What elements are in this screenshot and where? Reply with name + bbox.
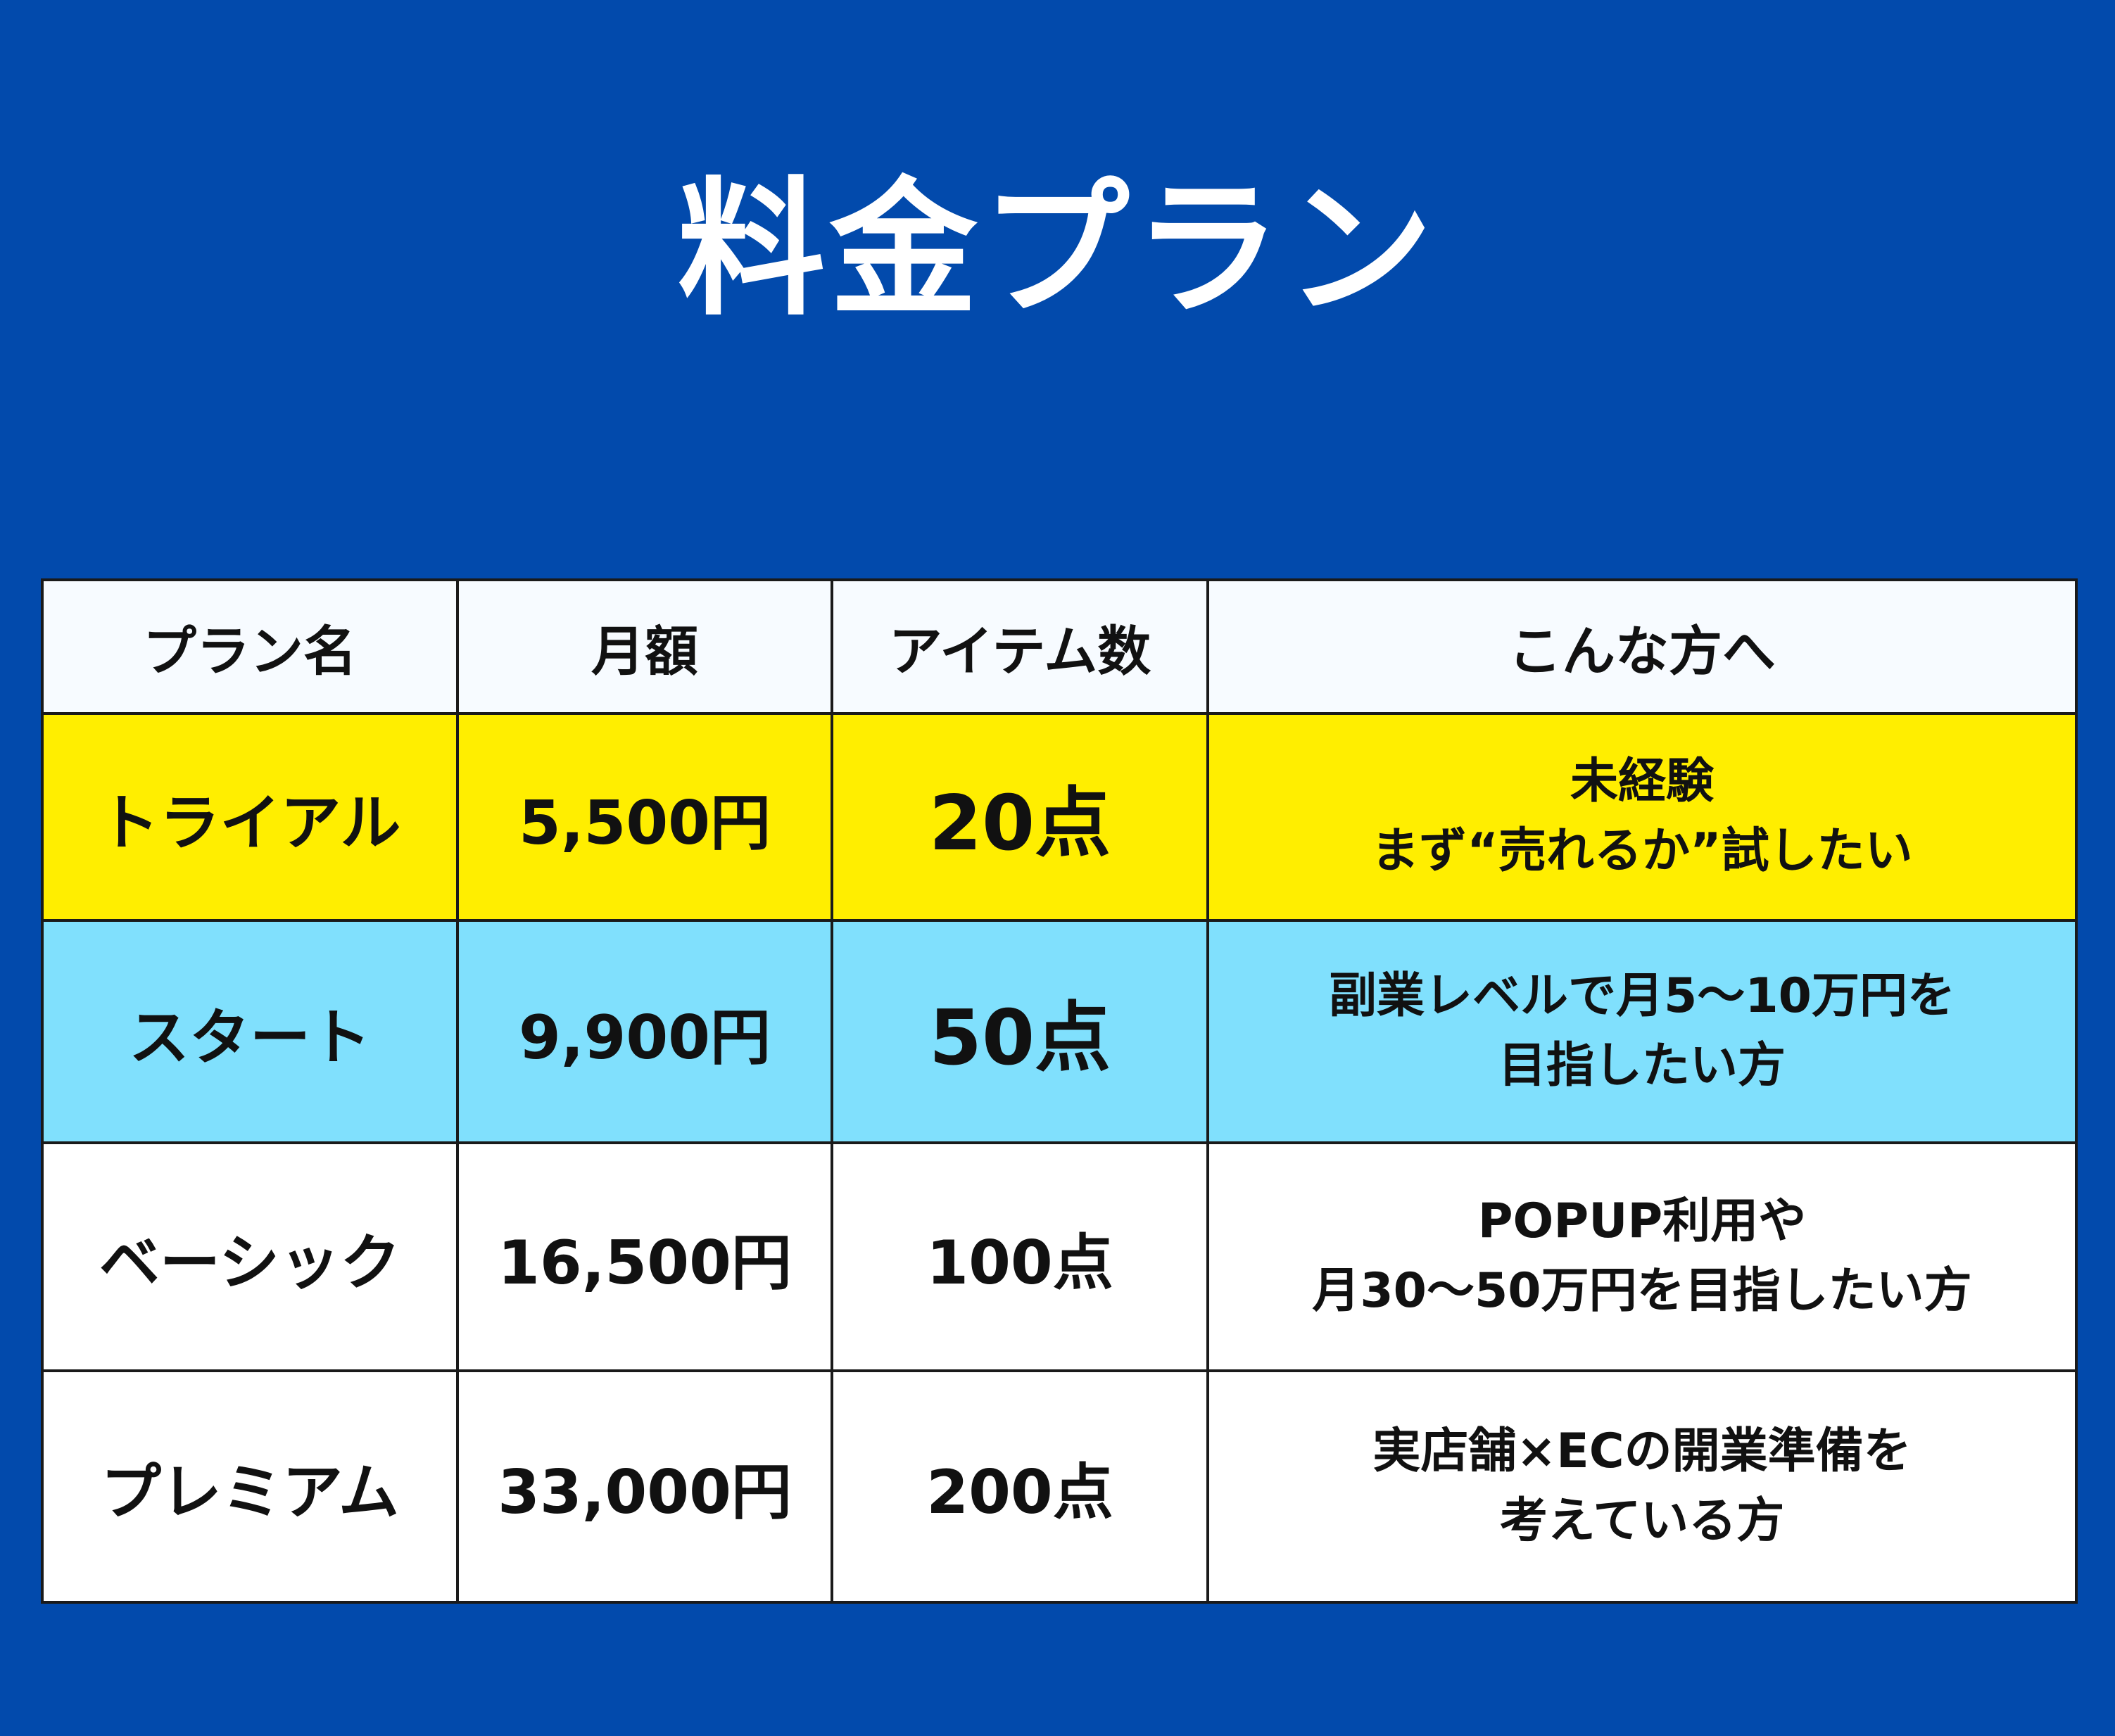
pricing-table: プラン名 月額 アイテム数 こんな方へ トライアル 5,500円 20点 未経験… bbox=[41, 578, 2078, 1604]
plan-name: スタート bbox=[41, 919, 459, 1144]
header-plan-name: プラン名 bbox=[41, 578, 459, 715]
plan-target-line: 未経験 bbox=[1570, 754, 1714, 810]
plan-item-count: 100点 bbox=[831, 1141, 1209, 1372]
table-row-basic: ベーシック 16,500円 100点 POPUP利用や 月30〜50万円を目指し… bbox=[41, 1141, 2078, 1372]
plan-name: ベーシック bbox=[41, 1141, 459, 1372]
plan-target-line: 実店舗×ECの開業準備を bbox=[1372, 1423, 1912, 1479]
table-row-start: スタート 9,900円 50点 副業レベルで月5〜10万円を 目指したい方 bbox=[41, 919, 2078, 1144]
table-row-trial: トライアル 5,500円 20点 未経験 まず“売れるか”試したい bbox=[41, 712, 2078, 922]
plan-item-count: 50点 bbox=[831, 919, 1209, 1144]
plan-price: 33,000円 bbox=[456, 1369, 833, 1604]
plan-target-line: 副業レベルで月5〜10万円を bbox=[1329, 968, 1955, 1025]
plan-name: トライアル bbox=[41, 712, 459, 922]
plan-target-line: 目指したい方 bbox=[1498, 1038, 1786, 1094]
plan-target-line: POPUP利用や bbox=[1477, 1193, 1807, 1250]
plan-target-line: まず“売れるか”試したい bbox=[1371, 823, 1913, 879]
plan-target: POPUP利用や 月30〜50万円を目指したい方 bbox=[1206, 1141, 2078, 1372]
plan-target-line: 月30〜50万円を目指したい方 bbox=[1312, 1263, 1972, 1319]
plan-target-line: 考えている方 bbox=[1499, 1493, 1785, 1549]
header-target-audience: こんな方へ bbox=[1206, 578, 2078, 715]
plan-target: 未経験 まず“売れるか”試したい bbox=[1206, 712, 2078, 922]
plan-price: 16,500円 bbox=[456, 1141, 833, 1372]
header-item-count: アイテム数 bbox=[831, 578, 1209, 715]
header-monthly-price: 月額 bbox=[456, 578, 833, 715]
plan-price: 9,900円 bbox=[456, 919, 833, 1144]
plan-item-count: 20点 bbox=[831, 712, 1209, 922]
plan-target: 実店舗×ECの開業準備を 考えている方 bbox=[1206, 1369, 2078, 1604]
plan-item-count: 200点 bbox=[831, 1369, 1209, 1604]
plan-name: プレミアム bbox=[41, 1369, 459, 1604]
table-header-row: プラン名 月額 アイテム数 こんな方へ bbox=[41, 578, 2078, 715]
page-title: 料金プラン bbox=[677, 163, 1438, 336]
table-row-premium: プレミアム 33,000円 200点 実店舗×ECの開業準備を 考えている方 bbox=[41, 1369, 2078, 1604]
plan-price: 5,500円 bbox=[456, 712, 833, 922]
plan-target: 副業レベルで月5〜10万円を 目指したい方 bbox=[1206, 919, 2078, 1144]
